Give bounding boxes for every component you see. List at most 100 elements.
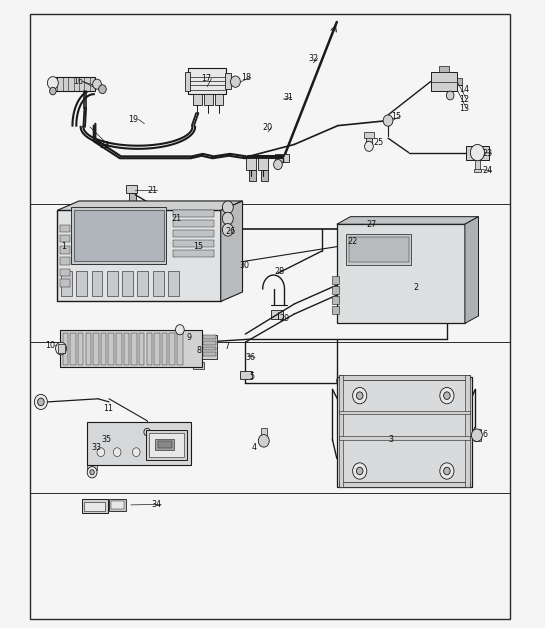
Text: 28: 28: [275, 267, 285, 276]
Bar: [332, 276, 339, 284]
Bar: [193, 362, 204, 369]
Bar: [129, 193, 136, 202]
Text: 36: 36: [245, 354, 255, 362]
Text: 26: 26: [226, 227, 236, 236]
Bar: [122, 271, 133, 296]
Bar: [162, 333, 167, 365]
Bar: [188, 68, 226, 94]
Circle shape: [353, 387, 367, 404]
Bar: [339, 411, 470, 414]
Bar: [166, 220, 173, 228]
Polygon shape: [57, 201, 243, 210]
Text: 24: 24: [483, 166, 493, 175]
Bar: [84, 502, 105, 511]
Bar: [82, 499, 108, 513]
Text: 18: 18: [241, 73, 251, 82]
Bar: [173, 230, 214, 237]
Bar: [226, 267, 235, 274]
Bar: [60, 225, 70, 232]
Text: 31: 31: [283, 93, 293, 102]
Bar: [349, 237, 409, 262]
Bar: [155, 439, 174, 450]
Text: 22: 22: [348, 237, 358, 246]
Polygon shape: [465, 217, 479, 323]
Text: 27: 27: [366, 220, 377, 229]
Bar: [168, 271, 179, 296]
Bar: [366, 134, 372, 146]
Bar: [58, 344, 65, 353]
Circle shape: [214, 228, 224, 239]
Bar: [346, 234, 411, 265]
Bar: [54, 77, 95, 91]
Bar: [204, 94, 213, 105]
Bar: [60, 235, 70, 242]
Circle shape: [440, 463, 454, 479]
Circle shape: [444, 392, 450, 399]
Circle shape: [383, 115, 393, 126]
Text: 12: 12: [459, 95, 470, 104]
Bar: [126, 185, 137, 193]
Bar: [339, 375, 343, 487]
Circle shape: [34, 394, 47, 409]
Bar: [337, 224, 465, 323]
Text: 32: 32: [308, 54, 318, 63]
Bar: [111, 501, 124, 509]
Circle shape: [444, 467, 450, 475]
Bar: [107, 271, 118, 296]
Bar: [474, 169, 481, 172]
Bar: [101, 333, 106, 365]
Bar: [339, 436, 470, 440]
Bar: [431, 72, 457, 91]
Bar: [57, 210, 221, 301]
Bar: [339, 482, 470, 487]
Circle shape: [258, 435, 269, 447]
Bar: [240, 371, 252, 379]
Polygon shape: [337, 217, 479, 224]
Circle shape: [222, 224, 233, 236]
Bar: [173, 240, 214, 247]
Circle shape: [470, 144, 485, 161]
Bar: [474, 429, 481, 441]
Text: 8: 8: [196, 346, 201, 355]
Bar: [108, 333, 114, 365]
Bar: [137, 271, 148, 296]
Bar: [70, 333, 76, 365]
Bar: [261, 170, 268, 181]
Text: 21: 21: [147, 186, 158, 195]
Bar: [60, 246, 70, 254]
Bar: [339, 375, 470, 380]
Bar: [332, 286, 339, 294]
Text: 29: 29: [279, 314, 289, 323]
Bar: [466, 146, 489, 160]
Bar: [203, 347, 216, 350]
Bar: [147, 333, 152, 365]
Bar: [116, 333, 122, 365]
Bar: [261, 428, 267, 441]
Bar: [225, 73, 231, 89]
Text: 3: 3: [388, 435, 393, 444]
Circle shape: [356, 467, 363, 475]
Text: 5: 5: [250, 372, 255, 381]
Bar: [124, 333, 129, 365]
Bar: [177, 333, 183, 365]
Circle shape: [50, 87, 56, 95]
Text: 17: 17: [202, 74, 212, 83]
Bar: [93, 333, 99, 365]
Bar: [173, 220, 214, 227]
Circle shape: [440, 387, 454, 404]
Bar: [332, 296, 339, 304]
Text: 33: 33: [92, 443, 101, 452]
Bar: [61, 271, 72, 296]
Bar: [60, 257, 70, 265]
Bar: [217, 232, 227, 240]
Bar: [332, 306, 339, 314]
Circle shape: [99, 85, 106, 94]
Text: 16: 16: [74, 77, 83, 86]
Text: 1: 1: [61, 242, 66, 251]
Circle shape: [87, 467, 97, 478]
Text: 4: 4: [252, 443, 257, 452]
Bar: [149, 433, 184, 457]
Bar: [87, 422, 191, 465]
Circle shape: [471, 429, 482, 441]
Text: 7: 7: [225, 342, 229, 350]
